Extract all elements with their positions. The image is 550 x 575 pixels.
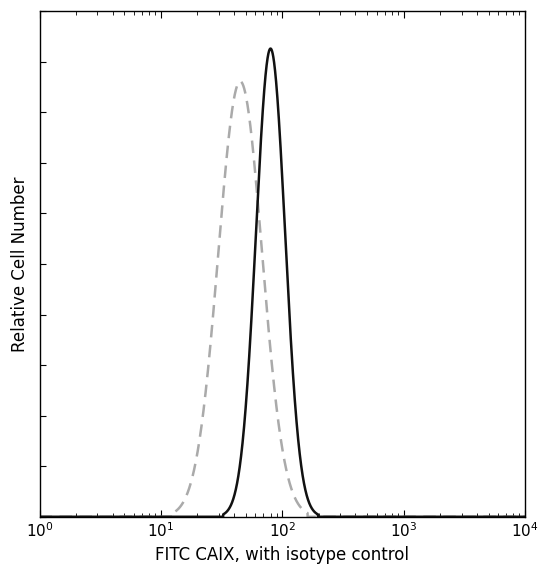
- X-axis label: FITC CAIX, with isotype control: FITC CAIX, with isotype control: [155, 546, 409, 564]
- Y-axis label: Relative Cell Number: Relative Cell Number: [11, 176, 29, 352]
